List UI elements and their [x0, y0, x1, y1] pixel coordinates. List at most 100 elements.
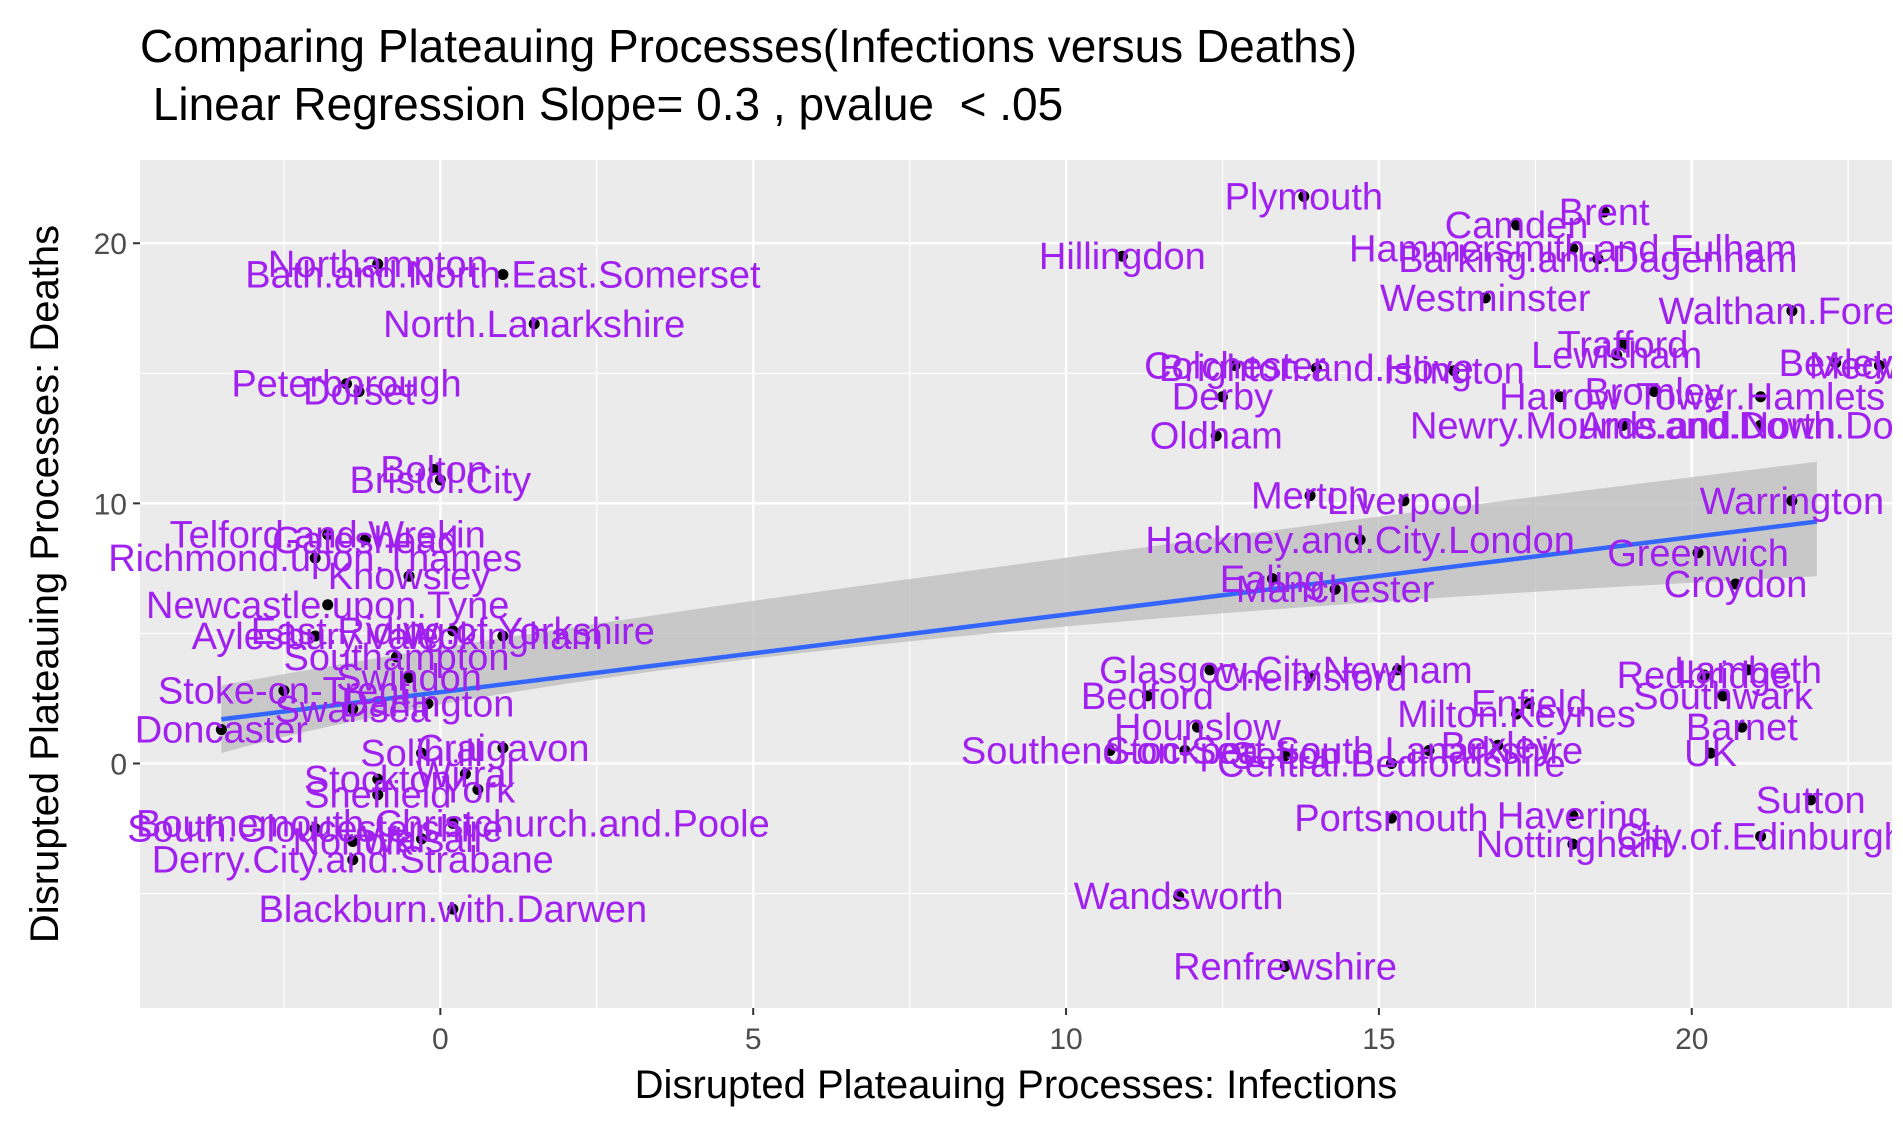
data-point: [347, 836, 359, 848]
figure-right-margin: [1892, 0, 1903, 1137]
data-point: [309, 823, 321, 835]
point-label: East.Riding.of.Yorkshire: [251, 611, 655, 653]
data-point: [1567, 242, 1579, 254]
point-label: Sheffield: [304, 775, 451, 817]
point-label: Central.Bedfordshire: [1217, 743, 1566, 785]
point-label: South.Gloucestershire: [127, 809, 503, 851]
point-label: Sutton: [1756, 780, 1866, 822]
data-point: [1310, 362, 1322, 374]
data-point: [1229, 359, 1241, 371]
data-point: [1279, 750, 1291, 762]
data-point: [447, 817, 459, 829]
data-point: [1173, 890, 1185, 902]
data-point: [1116, 250, 1128, 262]
point-label: Ealing: [1220, 559, 1326, 601]
data-point: [372, 789, 384, 801]
data-point: [416, 747, 428, 759]
y-tick-label: 10: [94, 488, 127, 521]
data-point: [416, 833, 428, 845]
point-label: Glasgow.City: [1099, 650, 1321, 692]
point-label: Derry.City.and.Strabane: [152, 840, 554, 882]
data-point: [447, 625, 459, 637]
point-label: Swindon: [336, 658, 482, 700]
point-label: Bolton: [380, 450, 488, 492]
data-point: [1511, 708, 1523, 720]
y-tick-label: 20: [94, 228, 127, 261]
data-point: [497, 742, 509, 754]
data-point: [1648, 386, 1660, 398]
data-point: [1385, 757, 1397, 769]
data-point: [497, 630, 509, 642]
data-point: [1730, 578, 1742, 590]
point-label: Ards.and.North.Down: [1579, 405, 1903, 447]
data-point: [1755, 830, 1767, 842]
y-axis-title: Disrupted Plateauing Processes: Deaths: [23, 225, 67, 943]
point-label: Blackburn.with.Darwen: [259, 889, 648, 931]
data-point: [1267, 573, 1279, 585]
point-label: Hammersmith.and.Fulham: [1349, 228, 1797, 270]
point-label: Newry.Mourne.and.Down: [1410, 405, 1836, 447]
data-point: [1279, 960, 1291, 972]
data-point: [472, 783, 484, 795]
data-point: [528, 318, 540, 330]
data-point: [1479, 292, 1491, 304]
data-point: [347, 854, 359, 866]
point-label: North.Lanarkshire: [383, 304, 685, 346]
data-point: [459, 768, 471, 780]
point-label: Telford.and.Wrekin: [170, 515, 486, 557]
point-label: Medway: [1809, 345, 1903, 387]
point-label: Renfrewshire: [1173, 946, 1397, 988]
data-point: [1210, 430, 1222, 442]
data-point: [403, 672, 415, 684]
point-label: Enfield: [1471, 684, 1587, 726]
point-label: Wirral: [416, 754, 515, 796]
data-point: [322, 599, 334, 611]
data-point: [309, 630, 321, 642]
point-label: Colchester: [1144, 345, 1326, 387]
x-tick-label: 15: [1362, 1023, 1395, 1056]
data-point: [1216, 391, 1228, 403]
data-point: [1398, 495, 1410, 507]
point-label: Lewisham: [1531, 335, 1702, 377]
confidence-band: [221, 461, 1817, 754]
data-point: [347, 703, 359, 715]
point-label: Newham: [1323, 650, 1473, 692]
data-point: [1873, 359, 1885, 371]
data-point: [1786, 305, 1798, 317]
y-axis-ticks: 0 10 20: [94, 228, 140, 781]
point-label: Northampton: [268, 244, 488, 286]
point-label: Nottingham: [1476, 824, 1670, 866]
data-point: [1304, 490, 1316, 502]
point-label: Lambeth: [1674, 650, 1822, 692]
point-label: South.Lanarkshire: [1275, 730, 1583, 772]
point-label: Darlington: [341, 684, 514, 726]
data-point: [1617, 419, 1629, 431]
data-point: [340, 378, 352, 390]
data-point: [1736, 721, 1748, 733]
data-point: [1141, 690, 1153, 702]
data-point: [1567, 838, 1579, 850]
point-label: Redbridge: [1617, 655, 1792, 697]
data-point: [1511, 219, 1523, 231]
point-label: Aylesbury.Vale: [192, 616, 439, 658]
data-point: [278, 685, 290, 697]
data-point: [1204, 664, 1216, 676]
point-label: Oldham: [1150, 416, 1283, 458]
point-label: Stoke-on-Trent: [158, 671, 410, 713]
point-label: Merton: [1251, 476, 1369, 518]
x-axis-ticks: 0 5 10 15 20: [432, 1008, 1708, 1056]
data-point: [1805, 794, 1817, 806]
point-label: Havering: [1497, 796, 1649, 838]
data-point: [428, 464, 440, 476]
point-label: Craigavon: [416, 728, 589, 770]
data-point: [1492, 739, 1504, 751]
x-tick-label: 5: [745, 1023, 762, 1056]
point-label: Newcastle.upon.Tyne: [146, 585, 509, 627]
point-label: Hillingdon: [1039, 236, 1206, 278]
point-label: Doncaster: [135, 710, 309, 752]
point-label: Portsmouth: [1294, 798, 1488, 840]
point-label: Bath.and.North.East.Somerset: [245, 254, 761, 296]
point-label: Bexley: [1779, 343, 1893, 385]
point-label: Chelmsford: [1213, 658, 1407, 700]
point-label: Bromley: [1585, 372, 1724, 414]
